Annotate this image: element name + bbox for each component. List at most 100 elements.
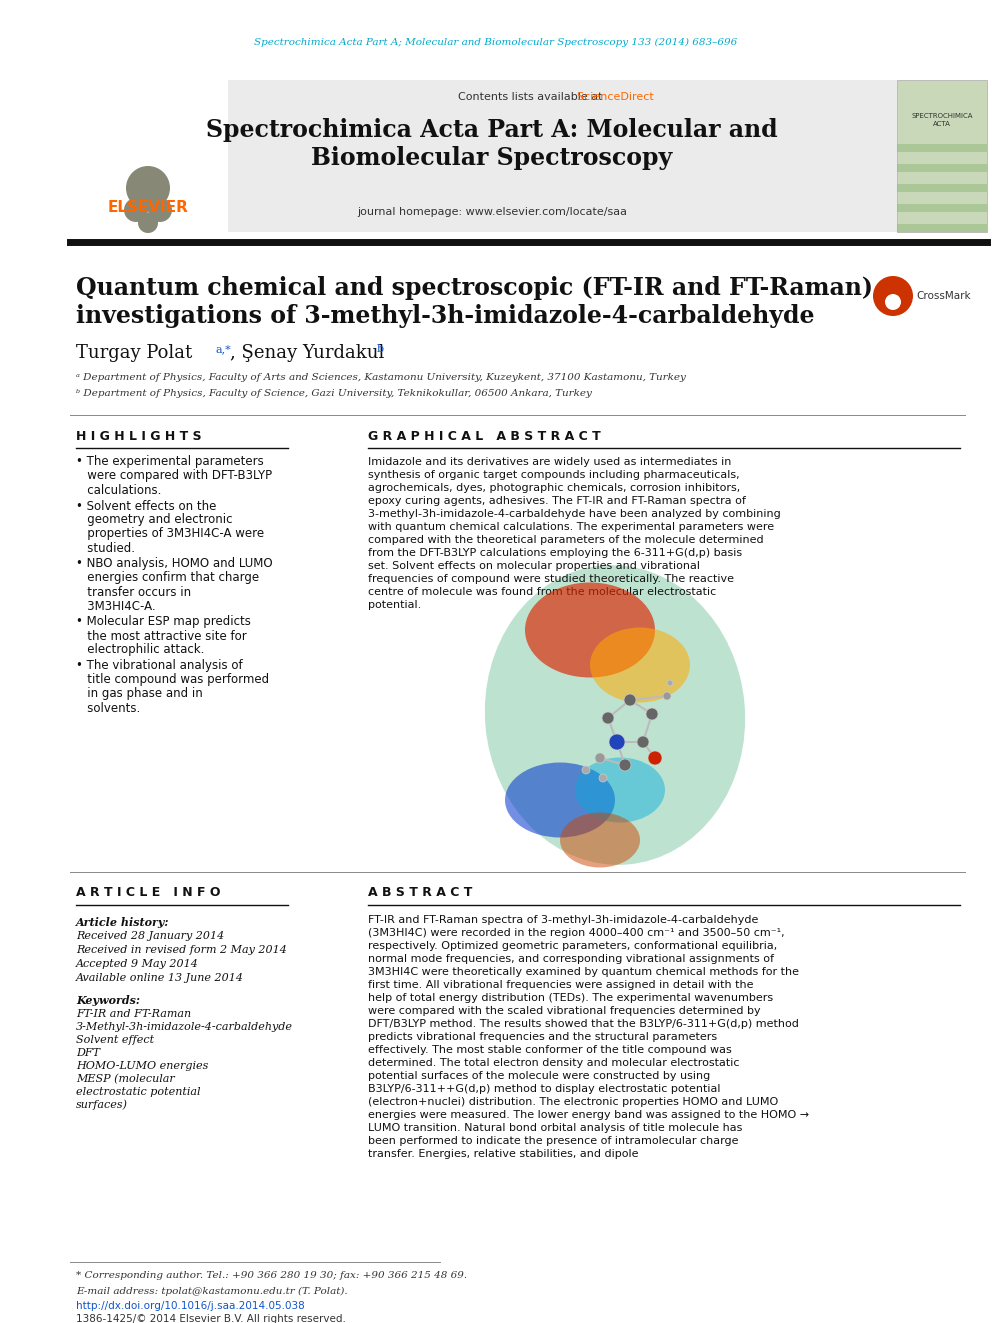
Text: A B S T R A C T: A B S T R A C T — [368, 886, 472, 900]
Text: determined. The total electron density and molecular electrostatic: determined. The total electron density a… — [368, 1058, 739, 1068]
Bar — [70, 79, 897, 232]
Text: * Corresponding author. Tel.: +90 366 280 19 30; fax: +90 366 215 48 69.: * Corresponding author. Tel.: +90 366 28… — [76, 1270, 467, 1279]
Text: • The experimental parameters: • The experimental parameters — [76, 455, 264, 468]
Text: the most attractive site for: the most attractive site for — [76, 630, 247, 643]
Text: were compared with the scaled vibrational frequencies determined by: were compared with the scaled vibrationa… — [368, 1005, 761, 1016]
Text: ScienceDirect: ScienceDirect — [458, 93, 654, 102]
Text: properties of 3M3HI4C-A were: properties of 3M3HI4C-A were — [76, 528, 264, 541]
Text: agrochemicals, dyes, photographic chemicals, corrosion inhibitors,: agrochemicals, dyes, photographic chemic… — [368, 483, 740, 493]
Circle shape — [619, 759, 631, 771]
Circle shape — [667, 680, 673, 687]
Text: a,*: a,* — [215, 344, 231, 355]
Bar — [145, 175, 151, 192]
Text: compared with the theoretical parameters of the molecule determined: compared with the theoretical parameters… — [368, 534, 764, 545]
Ellipse shape — [485, 565, 745, 865]
Text: A R T I C L E   I N F O: A R T I C L E I N F O — [76, 886, 220, 900]
Text: were compared with DFT-B3LYP: were compared with DFT-B3LYP — [76, 470, 272, 483]
Text: Received 28 January 2014: Received 28 January 2014 — [76, 931, 224, 941]
Circle shape — [126, 165, 170, 210]
Text: title compound was performed: title compound was performed — [76, 673, 269, 687]
Text: G R A P H I C A L   A B S T R A C T: G R A P H I C A L A B S T R A C T — [368, 430, 601, 442]
Circle shape — [599, 774, 607, 782]
Text: SPECTROCHIMICA
ACTA: SPECTROCHIMICA ACTA — [912, 114, 973, 127]
Text: Spectrochimica Acta Part A; Molecular and Biomolecular Spectroscopy 133 (2014) 6: Spectrochimica Acta Part A; Molecular an… — [254, 37, 738, 46]
Text: been performed to indicate the presence of intramolecular charge: been performed to indicate the presence … — [368, 1136, 738, 1146]
Text: ᵇ Department of Physics, Faculty of Science, Gazi University, Teknikokullar, 065: ᵇ Department of Physics, Faculty of Scie… — [76, 389, 592, 398]
Ellipse shape — [525, 582, 655, 677]
Text: DFT: DFT — [76, 1048, 100, 1058]
Text: Received in revised form 2 May 2014: Received in revised form 2 May 2014 — [76, 945, 287, 955]
Text: set. Solvent effects on molecular properties and vibrational: set. Solvent effects on molecular proper… — [368, 561, 700, 572]
Text: surfaces): surfaces) — [76, 1099, 128, 1110]
Text: effectively. The most stable conformer of the title compound was: effectively. The most stable conformer o… — [368, 1045, 732, 1054]
Bar — [897, 144, 987, 152]
Text: • NBO analysis, HOMO and LUMO: • NBO analysis, HOMO and LUMO — [76, 557, 273, 570]
Circle shape — [582, 766, 590, 774]
Text: MESP (molecular: MESP (molecular — [76, 1074, 175, 1084]
Text: Imidazole and its derivatives are widely used as intermediates in: Imidazole and its derivatives are widely… — [368, 456, 731, 467]
Text: transfer. Energies, relative stabilities, and dipole: transfer. Energies, relative stabilities… — [368, 1148, 639, 1159]
Text: 3M3HI4C were theoretically examined by quantum chemical methods for the: 3M3HI4C were theoretically examined by q… — [368, 967, 799, 976]
Circle shape — [602, 712, 614, 724]
Text: respectively. Optimized geometric parameters, conformational equilibria,: respectively. Optimized geometric parame… — [368, 941, 778, 951]
Text: electrophilic attack.: electrophilic attack. — [76, 643, 204, 656]
Text: CrossMark: CrossMark — [916, 291, 970, 302]
Text: Solvent effect: Solvent effect — [76, 1035, 154, 1045]
Text: H I G H L I G H T S: H I G H L I G H T S — [76, 430, 201, 442]
Ellipse shape — [560, 812, 640, 868]
Text: electrostatic potential: electrostatic potential — [76, 1088, 200, 1097]
Text: predicts vibrational frequencies and the structural parameters: predicts vibrational frequencies and the… — [368, 1032, 717, 1043]
Circle shape — [609, 734, 625, 750]
Circle shape — [148, 198, 172, 222]
Text: from the DFT-B3LYP calculations employing the 6-311+G(d,p) basis: from the DFT-B3LYP calculations employin… — [368, 548, 742, 558]
Text: Quantum chemical and spectroscopic (FT-IR and FT-Raman): Quantum chemical and spectroscopic (FT-I… — [76, 277, 873, 300]
Ellipse shape — [505, 762, 615, 837]
Text: 3-methyl-3h-imidazole-4-carbaldehyde have been analyzed by combining: 3-methyl-3h-imidazole-4-carbaldehyde hav… — [368, 509, 781, 519]
Text: epoxy curing agents, adhesives. The FT-IR and FT-Raman spectra of: epoxy curing agents, adhesives. The FT-I… — [368, 496, 746, 505]
Text: help of total energy distribution (TEDs). The experimental wavenumbers: help of total energy distribution (TEDs)… — [368, 994, 773, 1003]
Text: transfer occurs in: transfer occurs in — [76, 586, 191, 598]
Bar — [897, 204, 987, 212]
Text: • The vibrational analysis of: • The vibrational analysis of — [76, 659, 243, 672]
Bar — [897, 79, 987, 232]
Text: Contents lists available at: Contents lists available at — [458, 93, 606, 102]
Circle shape — [624, 695, 636, 706]
Text: Biomolecular Spectroscopy: Biomolecular Spectroscopy — [311, 146, 673, 169]
Circle shape — [138, 213, 158, 233]
Circle shape — [873, 277, 913, 316]
Text: http://dx.doi.org/10.1016/j.saa.2014.05.038: http://dx.doi.org/10.1016/j.saa.2014.05.… — [76, 1301, 305, 1311]
Circle shape — [595, 753, 605, 763]
Text: ELSEVIER: ELSEVIER — [107, 201, 188, 216]
Text: geometry and electronic: geometry and electronic — [76, 513, 232, 527]
Text: FT-IR and FT-Raman: FT-IR and FT-Raman — [76, 1009, 191, 1019]
Circle shape — [124, 198, 148, 222]
Text: centre of molecule was found from the molecular electrostatic: centre of molecule was found from the mo… — [368, 587, 716, 597]
Circle shape — [663, 692, 671, 700]
Bar — [897, 224, 987, 232]
Text: , Şenay Yurdakul: , Şenay Yurdakul — [230, 344, 384, 363]
Text: Spectrochimica Acta Part A: Molecular and: Spectrochimica Acta Part A: Molecular an… — [206, 118, 778, 142]
Text: first time. All vibrational frequencies were assigned in detail with the: first time. All vibrational frequencies … — [368, 980, 754, 990]
Text: 3M3HI4C-A.: 3M3HI4C-A. — [76, 599, 156, 613]
Text: Accepted 9 May 2014: Accepted 9 May 2014 — [76, 959, 198, 968]
Circle shape — [637, 736, 649, 747]
Bar — [70, 79, 228, 232]
Text: (electron+nuclei) distribution. The electronic properties HOMO and LUMO: (electron+nuclei) distribution. The elec… — [368, 1097, 779, 1107]
Text: studied.: studied. — [76, 541, 135, 554]
Text: b: b — [377, 344, 384, 355]
Text: energies were measured. The lower energy band was assigned to the HOMO →: energies were measured. The lower energy… — [368, 1110, 809, 1121]
Text: • Solvent effects on the: • Solvent effects on the — [76, 500, 216, 512]
Text: investigations of 3-methyl-3h-imidazole-4-carbaldehyde: investigations of 3-methyl-3h-imidazole-… — [76, 304, 814, 328]
Text: in gas phase and in: in gas phase and in — [76, 688, 202, 700]
Text: FT-IR and FT-Raman spectra of 3-methyl-3h-imidazole-4-carbaldehyde: FT-IR and FT-Raman spectra of 3-methyl-3… — [368, 916, 758, 925]
Bar — [897, 184, 987, 192]
Text: journal homepage: www.elsevier.com/locate/saa: journal homepage: www.elsevier.com/locat… — [357, 206, 627, 217]
Text: Article history:: Article history: — [76, 917, 170, 927]
Ellipse shape — [590, 627, 690, 703]
Text: calculations.: calculations. — [76, 483, 162, 496]
Ellipse shape — [575, 758, 665, 823]
Text: potential.: potential. — [368, 601, 422, 610]
Text: HOMO-LUMO energies: HOMO-LUMO energies — [76, 1061, 208, 1072]
Circle shape — [648, 751, 662, 765]
Text: 3-Methyl-3h-imidazole-4-carbaldehyde: 3-Methyl-3h-imidazole-4-carbaldehyde — [76, 1021, 293, 1032]
